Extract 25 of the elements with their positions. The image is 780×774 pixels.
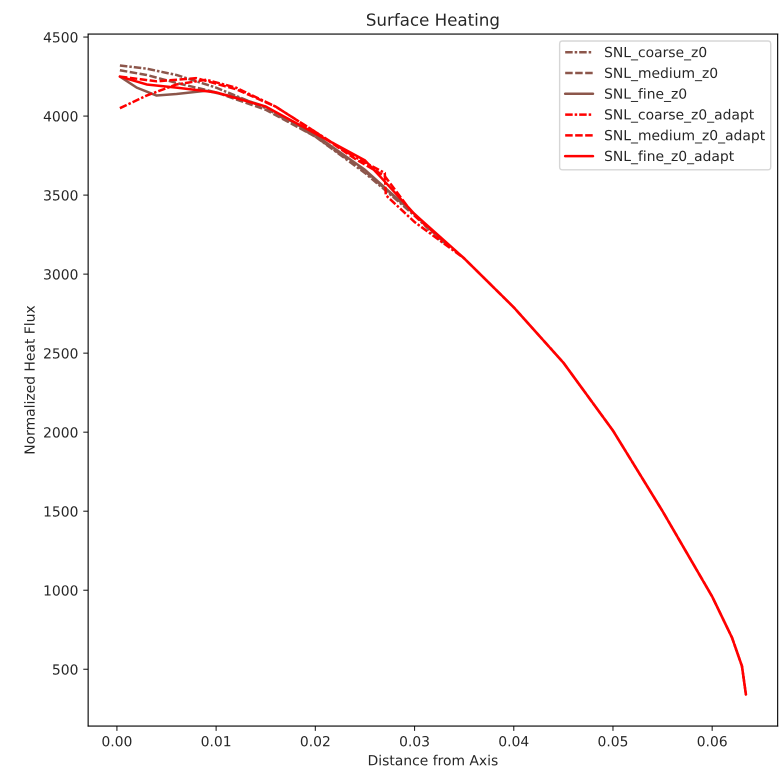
x-tick-label: 0.02 [300,736,330,746]
legend-label: SNL_fine_z0 [604,88,686,102]
y-tick-label: 3500 [44,190,78,201]
y-tick-label: 2000 [44,427,78,438]
y-tick-label: 1500 [44,506,78,517]
y-tick-label: 3000 [44,269,78,280]
y-tick-label: 4500 [44,32,78,43]
x-tick-label: 0.03 [400,736,429,746]
legend-label: SNL_fine_z0_adapt [604,150,734,164]
y-tick-label: 500 [52,664,78,675]
legend-label: SNL_medium_z0 [604,67,718,82]
x-tick-label: 0.04 [499,736,528,746]
x-tick-label: 0.05 [598,736,628,746]
x-tick-label: 0.06 [698,736,727,746]
y-axis-title: Normalized Heat Flux [24,306,35,454]
legend-label: SNL_medium_z0_adapt [604,130,765,144]
legend-label: SNL_coarse_z0_adapt [604,108,754,123]
x-tick-label: 0.01 [202,736,230,746]
chart-title: Surface Heating [366,13,498,30]
legend-label: SNL_coarse_z0 [604,46,706,60]
y-tick-label: 2500 [44,348,78,359]
x-tick-label: 0.00 [102,736,132,746]
x-axis-title: Distance from Axis [368,754,498,766]
y-tick-label: 1000 [44,585,78,596]
y-tick-label: 4000 [44,111,78,122]
